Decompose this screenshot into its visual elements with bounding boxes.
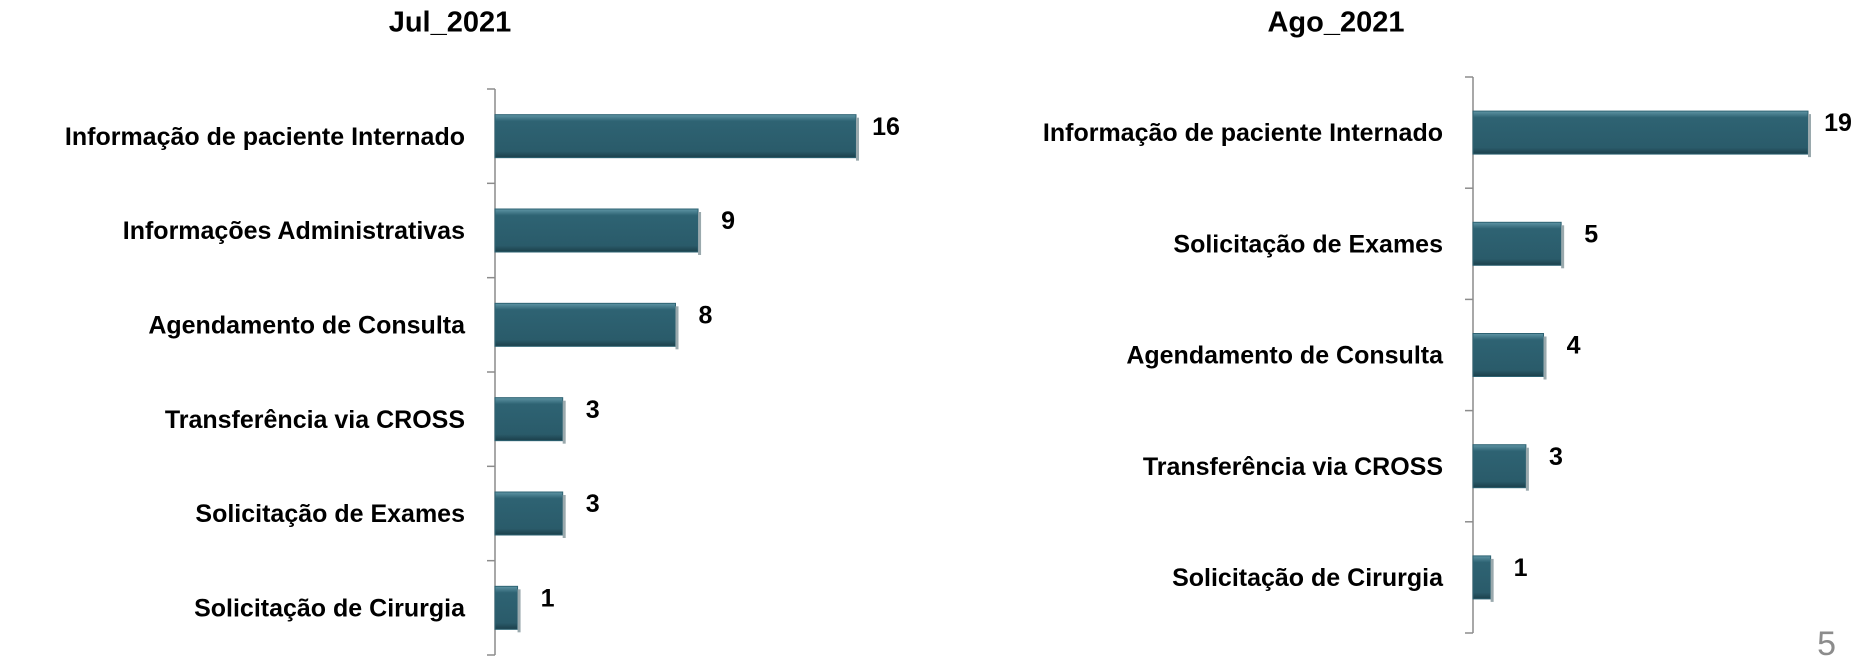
value-label: 3 <box>586 490 600 518</box>
bar-shadow <box>517 589 521 633</box>
bar-shadow <box>1490 558 1494 602</box>
bar-shadow <box>562 495 566 538</box>
value-label: 9 <box>721 207 735 235</box>
bar-shadow <box>698 212 702 255</box>
category-label: Transferência via CROSS <box>165 406 465 434</box>
category-label: Agendamento de Consulta <box>148 311 466 339</box>
page-number: 5 <box>1817 625 1836 659</box>
bar <box>494 208 699 253</box>
bar <box>1472 444 1527 489</box>
category-label: Transferência via CROSS <box>1143 453 1443 481</box>
bar <box>494 397 564 442</box>
bar-shadow <box>675 306 679 350</box>
bar-shadow <box>1543 336 1547 380</box>
category-label: Informação de paciente Internado <box>65 123 465 151</box>
chart-title: Ago_2021 <box>1267 7 1404 39</box>
value-label: 1 <box>1514 554 1528 582</box>
value-label: 5 <box>1584 220 1598 248</box>
category-label: Solicitação de Exames <box>1173 230 1443 258</box>
bar <box>1472 555 1492 600</box>
bar <box>494 491 564 536</box>
bar-shadow <box>1525 447 1529 491</box>
category-label: Agendamento de Consulta <box>1126 342 1444 370</box>
value-label: 8 <box>699 301 713 329</box>
bar <box>1472 333 1545 377</box>
value-label: 1 <box>541 584 555 612</box>
bar <box>494 302 676 347</box>
category-label: Solicitação de Exames <box>195 500 465 528</box>
bar-shadow <box>1808 114 1811 158</box>
bar <box>494 585 519 630</box>
category-label: Informação de paciente Internado <box>1043 119 1443 147</box>
bar <box>1472 221 1562 266</box>
value-label: 19 <box>1824 109 1852 137</box>
value-label: 4 <box>1567 332 1581 360</box>
value-label: 3 <box>1549 443 1563 471</box>
bar <box>1472 110 1809 155</box>
value-label: 16 <box>872 113 900 141</box>
bar-shadow <box>1561 225 1565 269</box>
value-label: 3 <box>586 396 600 424</box>
bar-shadow <box>562 400 566 444</box>
category-label: Solicitação de Cirurgia <box>1172 564 1444 592</box>
bar <box>494 114 857 159</box>
bar-shadow <box>856 117 859 161</box>
chart-title: Jul_2021 <box>389 7 512 39</box>
category-label: Informações Administrativas <box>123 217 465 245</box>
category-label: Solicitação de Cirurgia <box>194 594 466 622</box>
